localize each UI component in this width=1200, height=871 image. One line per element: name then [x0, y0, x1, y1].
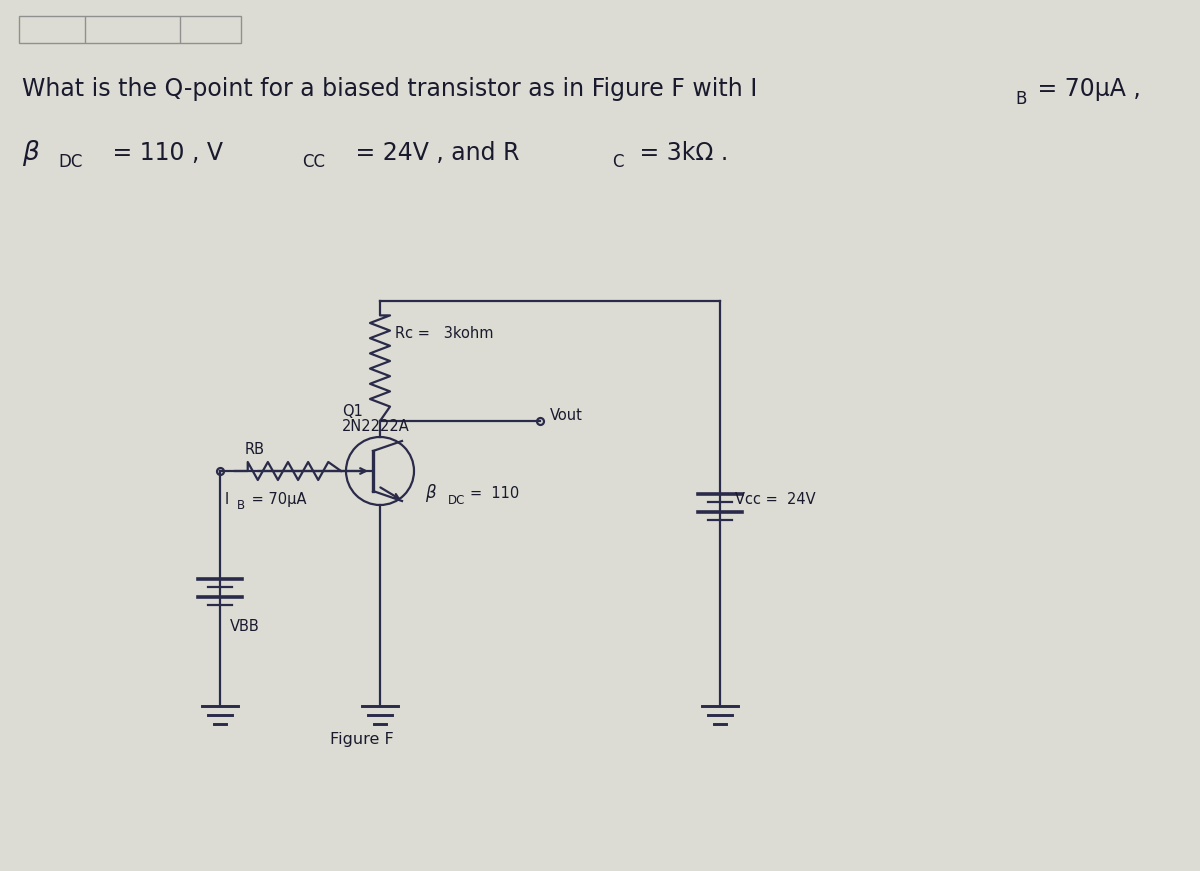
Text: Rc =   3kohm: Rc = 3kohm [395, 326, 493, 341]
Text: RB: RB [245, 442, 265, 456]
Text: =  110: = 110 [470, 485, 520, 501]
Text: β: β [425, 484, 436, 502]
Text: β: β [22, 140, 38, 166]
FancyBboxPatch shape [19, 16, 241, 43]
Text: = 24V , and R: = 24V , and R [348, 141, 520, 165]
Text: CC: CC [302, 153, 325, 171]
Text: Figure F: Figure F [330, 732, 394, 746]
Text: What is the Q-point for a biased transistor as in Figure F with I: What is the Q-point for a biased transis… [22, 77, 757, 101]
Text: Q1: Q1 [342, 403, 362, 418]
Text: DC: DC [448, 494, 466, 507]
Text: C: C [612, 153, 624, 171]
Text: = 70μA: = 70μA [247, 491, 306, 507]
Text: DC: DC [58, 153, 83, 171]
Text: B: B [1015, 90, 1026, 108]
Text: I: I [226, 491, 229, 507]
Text: = 3kΩ .: = 3kΩ . [632, 141, 728, 165]
Text: Vcc =  24V: Vcc = 24V [734, 492, 816, 507]
Text: = 70μA ,: = 70μA , [1030, 77, 1141, 101]
Text: VBB: VBB [230, 619, 259, 634]
Text: B: B [238, 498, 245, 511]
Text: = 110 , V: = 110 , V [106, 141, 223, 165]
Text: Vout: Vout [550, 408, 583, 422]
Text: 2N2222A: 2N2222A [342, 418, 409, 434]
